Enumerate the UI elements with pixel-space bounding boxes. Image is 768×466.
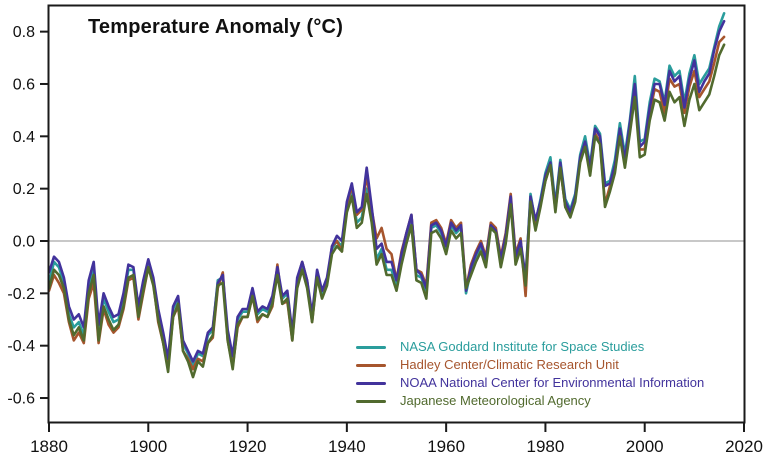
legend-item-jma: Japanese Meteorological Agency xyxy=(356,392,704,410)
legend-label-noaa: NOAA National Center for Environmental I… xyxy=(400,375,705,390)
y-tick-label-0.2: 0.2 xyxy=(13,181,35,198)
x-tick-label-1960: 1960 xyxy=(427,437,465,456)
x-tick-label-1940: 1940 xyxy=(328,437,366,456)
x-tick-label-1900: 1900 xyxy=(129,437,167,456)
x-tick-label-1920: 1920 xyxy=(229,437,267,456)
y-tick-label-0.6: 0.6 xyxy=(13,76,35,93)
x-tick-label-1980: 1980 xyxy=(527,437,565,456)
series-line-nasa xyxy=(47,12,726,368)
y-tick-label--0.2: -0.2 xyxy=(7,286,35,303)
legend-swatch-hadley-line xyxy=(356,363,386,367)
series-line-hadley xyxy=(47,35,726,371)
y-tick-label-0.4: 0.4 xyxy=(13,129,35,146)
plot-border xyxy=(47,4,746,424)
chart-legend: NASA Goddard Institute for Space Studies… xyxy=(356,338,704,410)
x-tick-label-1880: 1880 xyxy=(30,437,68,456)
legend-swatch-nasa-line xyxy=(356,345,386,349)
series-line-noaa xyxy=(47,19,726,363)
series-line-jma xyxy=(47,43,726,379)
legend-label-hadley: Hadley Center/Climatic Research Unit xyxy=(400,357,619,372)
legend-item-nasa: NASA Goddard Institute for Space Studies xyxy=(356,338,704,356)
y-tick-label-0.8: 0.8 xyxy=(13,24,35,41)
legend-label-jma: Japanese Meteorological Agency xyxy=(400,393,591,408)
legend-swatch-jma-line xyxy=(356,399,386,403)
legend-item-noaa: NOAA National Center for Environmental I… xyxy=(356,374,704,392)
chart-title: Temperature Anomaly (°C) xyxy=(88,16,344,38)
legend-item-hadley: Hadley Center/Climatic Research Unit xyxy=(356,356,704,374)
x-tick-label-2020: 2020 xyxy=(725,437,763,456)
legend-label-nasa: NASA Goddard Institute for Space Studies xyxy=(400,339,645,354)
y-tick-label-0.0: 0.0 xyxy=(13,234,35,251)
legend-swatch-noaa-line xyxy=(356,381,386,385)
y-tick-label--0.4: -0.4 xyxy=(7,338,35,355)
x-tick-label-2000: 2000 xyxy=(626,437,664,456)
y-tick-label--0.6: -0.6 xyxy=(7,391,35,408)
